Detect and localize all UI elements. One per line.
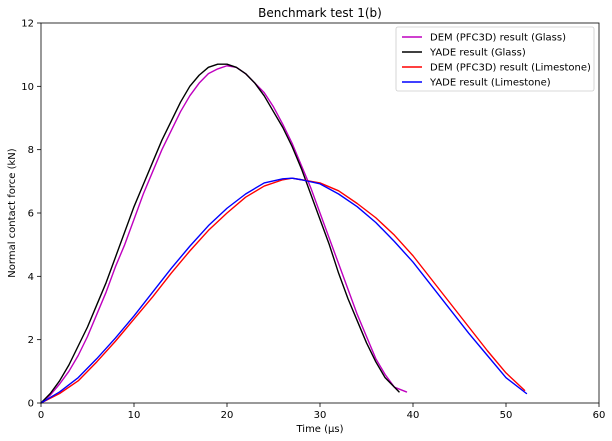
legend-label-1: DEM (PFC3D) result (Glass)	[430, 33, 566, 44]
legend-label-2: YADE result (Glass)	[429, 48, 526, 59]
y-tick-label: 6	[28, 209, 34, 220]
series-line-2	[40, 63, 400, 404]
series-line-1	[40, 65, 408, 404]
x-tick-label: 40	[407, 410, 420, 421]
legend: DEM (PFC3D) result (Glass) YADE result (G…	[395, 26, 595, 92]
legend-label-4: YADE result (Limestone)	[429, 78, 551, 89]
y-tick-label: 10	[21, 82, 34, 93]
legend-box	[395, 26, 595, 92]
y-tick-label: 8	[28, 145, 34, 156]
series-line-4	[40, 177, 528, 404]
x-axis-ticks: 0 10 20 30 40 50 60	[38, 403, 606, 421]
y-tick-label: 2	[28, 335, 34, 346]
y-tick-label: 0	[28, 399, 34, 410]
y-tick-label: 4	[28, 272, 34, 283]
x-tick-label: 10	[128, 410, 141, 421]
x-tick-label: 0	[38, 410, 44, 421]
y-axis-ticks: 0 2 4 6 8 10 12	[21, 19, 41, 410]
series-line-3	[40, 177, 526, 404]
y-tick-label: 12	[21, 19, 34, 30]
x-tick-label: 60	[593, 410, 606, 421]
x-tick-label: 20	[221, 410, 234, 421]
x-axis-label: Time (μs)	[295, 424, 343, 435]
chart-title: Benchmark test 1(b)	[258, 6, 382, 20]
series-layer	[40, 63, 528, 404]
legend-label-3: DEM (PFC3D) result (Limestone)	[430, 63, 591, 74]
y-axis-label: Normal contact force (kN)	[7, 148, 18, 277]
x-tick-label: 50	[500, 410, 513, 421]
x-tick-label: 30	[314, 410, 327, 421]
